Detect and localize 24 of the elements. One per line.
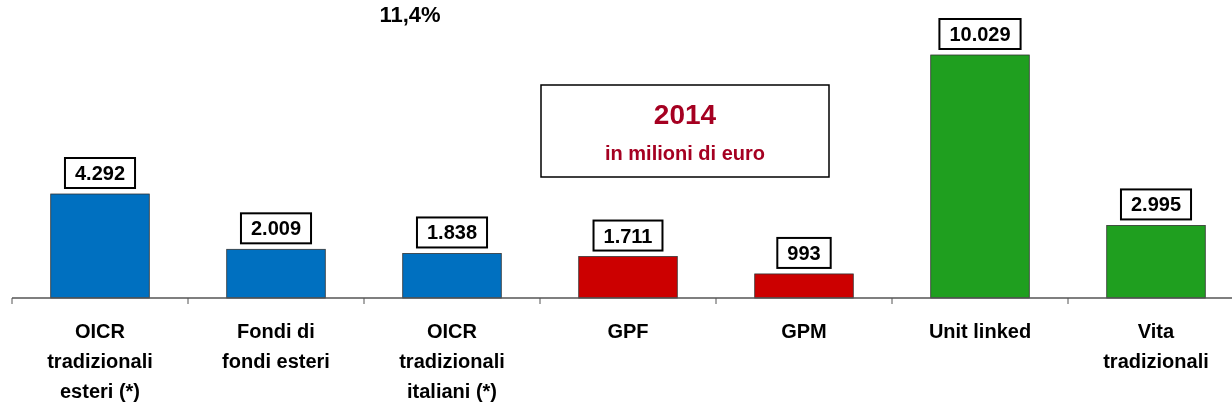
bar: [226, 248, 326, 299]
x-tick-label: OICR tradizionali esteri (*): [47, 320, 153, 402]
bar: [50, 193, 150, 299]
text: 11,4%: [379, 2, 441, 27]
x-tick-label: OICR tradizionali italiani (*): [399, 320, 505, 402]
data-label: 10.029: [949, 23, 1011, 45]
x-tick-label: Unit linked: [928, 320, 1032, 342]
bar: [1106, 225, 1206, 299]
bar: [754, 273, 854, 299]
data-label: 993: [787, 241, 821, 264]
annotation: in milioni di euro: [605, 142, 765, 164]
data-label: 1.711: [603, 224, 653, 247]
annotation: 2014: [653, 99, 717, 130]
data-label: 1.838: [426, 221, 478, 244]
x-tick-label: GPF: [607, 320, 649, 342]
bar: [402, 253, 502, 299]
x-tick-label: Fondi di fondi esteri: [222, 320, 330, 372]
data-label: 4.292: [74, 162, 126, 185]
data-label: 2.995: [1130, 193, 1182, 216]
x-tick-label: Vita tradizionali: [1103, 320, 1209, 372]
x-tick-label: GPM: [781, 320, 827, 342]
data-label: 2.009: [250, 217, 302, 240]
bar: [930, 54, 1030, 299]
bar: [578, 256, 678, 299]
